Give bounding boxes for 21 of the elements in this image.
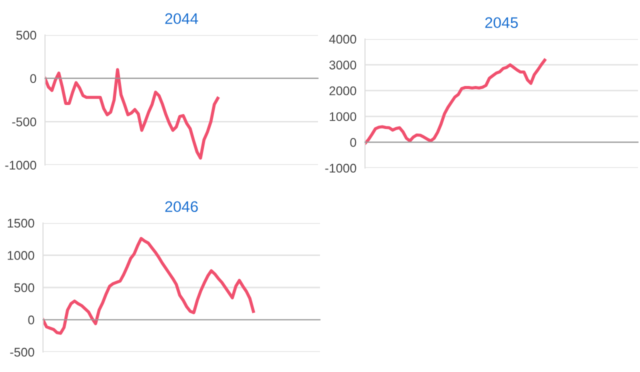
y-tick-label: -1000 bbox=[5, 160, 36, 170]
line-series bbox=[45, 68, 220, 160]
line-series bbox=[365, 58, 546, 146]
chart-title: 2046 bbox=[165, 201, 198, 212]
y-tick-label: 1000 bbox=[330, 112, 356, 122]
y-tick-label: 500 bbox=[16, 30, 36, 40]
chart-title: 2044 bbox=[165, 13, 198, 24]
y-tick-label: -500 bbox=[10, 348, 34, 357]
chart-title: 2045 bbox=[485, 17, 518, 28]
y-tick-label: 0 bbox=[350, 138, 356, 147]
y-tick-label: -500 bbox=[12, 117, 36, 126]
y-tick-label: 1500 bbox=[8, 218, 34, 228]
line-series bbox=[43, 236, 255, 335]
y-tick-label: 4000 bbox=[329, 34, 356, 44]
y-tick-label: 3000 bbox=[329, 60, 356, 70]
y-tick-label: 2000 bbox=[329, 86, 356, 96]
y-tick-label: 0 bbox=[28, 316, 34, 324]
y-tick-label: 1000 bbox=[8, 251, 34, 260]
y-tick-label: 0 bbox=[30, 74, 36, 83]
y-tick-label: -1000 bbox=[325, 164, 356, 173]
y-tick-label: 500 bbox=[14, 283, 34, 292]
